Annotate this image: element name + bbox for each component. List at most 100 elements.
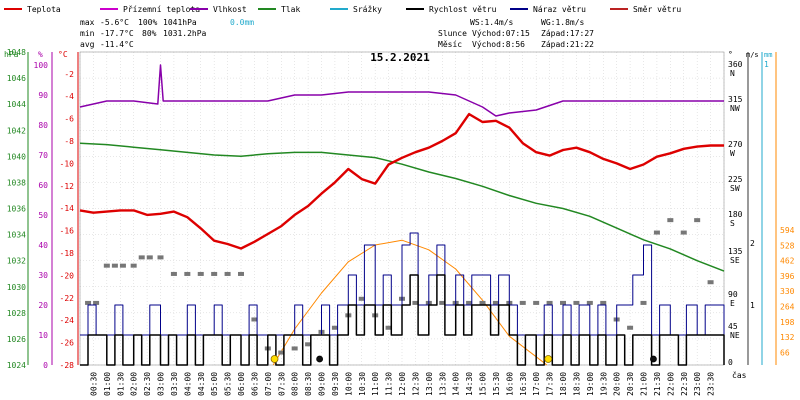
axis-pct-tick-6: 40 — [38, 241, 48, 250]
x-tick-0: 00:30 — [89, 372, 98, 396]
axis-pct-tick-8: 20 — [38, 301, 48, 310]
wind-dir-point-2 — [103, 263, 110, 268]
wind-dir-point-0 — [85, 300, 92, 305]
sunset-marker — [544, 355, 553, 363]
wind-dir-point-47 — [680, 230, 687, 235]
wind-dir-point-39 — [573, 300, 580, 305]
axis-hpa-tick-9: 1030 — [7, 283, 26, 292]
stat-min-temp: -17.7°C — [100, 29, 134, 38]
x-tick-26: 13:30 — [438, 372, 447, 396]
axis-hpa-tick-10: 1028 — [7, 309, 26, 318]
wind-dir-point-45 — [653, 230, 660, 235]
x-tick-6: 03:30 — [170, 372, 179, 396]
legend-label-humidity: Vlhkost — [213, 5, 247, 14]
axis-light-tick-7: 132 — [780, 333, 795, 342]
x-tick-38: 19:30 — [599, 372, 608, 396]
x-tick-11: 06:00 — [237, 372, 246, 396]
axis-degc-tick-3: -8 — [64, 137, 74, 146]
x-tick-15: 08:00 — [291, 372, 300, 396]
axis-pct-tick-7: 30 — [38, 271, 48, 280]
plot-area — [79, 64, 725, 366]
wind-dir-point-17 — [278, 350, 285, 355]
axis-hpa-tick-2: 1044 — [7, 100, 26, 109]
legend-label-wind: Rychlost větru — [429, 5, 497, 14]
axis-dir-label-2: W — [730, 149, 735, 158]
axis-light-tick-2: 462 — [780, 257, 795, 266]
x-tick-20: 10:30 — [358, 372, 367, 396]
axis-light-tick-4: 330 — [780, 287, 795, 296]
axis-dir-label-0: N — [730, 69, 735, 78]
x-tick-18: 09:30 — [331, 372, 340, 396]
axis-dir-tick-5: 135 — [728, 247, 743, 256]
legend-label-pressure: Tlak — [281, 5, 300, 14]
series-solar-line — [272, 239, 548, 366]
axis-hpa-tick-8: 1032 — [7, 257, 26, 266]
x-tick-37: 19:00 — [586, 372, 595, 396]
x-tick-30: 15:30 — [492, 372, 501, 396]
series-humidity-line — [79, 64, 724, 117]
axis-dir-tick-6: 90 — [728, 290, 738, 299]
axis-dir-label-6: E — [730, 299, 735, 308]
x-tick-21: 11:00 — [371, 372, 380, 396]
x-tick-5: 03:00 — [157, 372, 166, 396]
stat-moon-label: Měsíc — [438, 40, 462, 49]
axis-degc-tick-7: -16 — [60, 227, 75, 236]
axis-degc-tick-8: -18 — [60, 249, 75, 258]
axis-dir-tick-3: 225 — [728, 175, 743, 184]
series-temperature-line — [79, 112, 724, 250]
axis-dir-tick-8: 0 — [728, 358, 733, 367]
wind-dir-point-25 — [385, 325, 392, 330]
x-tick-29: 15:00 — [479, 372, 488, 396]
x-tick-25: 13:00 — [425, 372, 434, 396]
wind-dir-point-46 — [667, 218, 674, 223]
axis-dir-label-7: NE — [730, 331, 740, 340]
axis-degc-tick-6: -14 — [60, 204, 75, 213]
wind-dir-point-41 — [600, 300, 607, 305]
x-tick-45: 23:00 — [693, 372, 702, 396]
axes: hPa% °C1048104610441042104010381036103410… — [4, 48, 795, 396]
axis-mm-tick-0: 1 — [764, 60, 769, 69]
axis-degc-tick-13: -28 — [60, 361, 75, 370]
legend-label-feels: Přízemní teplota — [123, 5, 200, 14]
legend-label-temp: Teplota — [27, 5, 61, 14]
axis-hpa-tick-4: 1040 — [7, 152, 26, 161]
stat-min-press: 1031.2hPa — [163, 29, 207, 38]
axis-hpa-tick-12: 1024 — [7, 361, 26, 370]
wind-dir-point-3 — [111, 263, 118, 268]
x-tick-40: 20:30 — [626, 372, 635, 396]
stat-max-hum: 100% — [138, 18, 157, 27]
plot-frame — [79, 51, 725, 366]
axis-degc-tick-1: -4 — [64, 92, 74, 101]
stat-sun-rise: Východ:07:15 — [472, 29, 530, 38]
axis-light-tick-3: 396 — [780, 272, 795, 281]
chart-legend: Teplota Přízemní teplota Vlhkost Tlak Srážky… — [4, 5, 681, 14]
wind-dir-point-10 — [184, 271, 191, 276]
series-pressure-line — [79, 142, 725, 272]
wind-dir-point-38 — [560, 300, 566, 305]
axis-hpa-tick-1: 1046 — [7, 74, 26, 83]
legend-label-rain: Srážky — [353, 5, 382, 14]
wind-dir-point-37 — [546, 300, 553, 305]
axis-hpa-tick-3: 1042 — [7, 126, 26, 135]
x-tick-23: 12:00 — [398, 372, 407, 396]
x-tick-42: 21:30 — [653, 372, 662, 396]
axis-degc-tick-9: -20 — [60, 271, 75, 280]
stat-avg-temp: -11.4°C — [100, 40, 134, 49]
x-tick-41: 21:00 — [640, 372, 649, 396]
axis-pct-tick-5: 50 — [38, 211, 48, 220]
x-tick-31: 16:00 — [505, 372, 514, 396]
x-tick-10: 05:30 — [224, 372, 233, 396]
stat-moon-set: Západ:21:22 — [541, 40, 594, 49]
axis-pct-tick-0: 100 — [34, 61, 49, 70]
stats-block: max -5.6°C 100% 1041hPa 0.0mm min -17.7°… — [80, 18, 594, 49]
grid — [79, 51, 725, 366]
moonset-marker — [650, 355, 657, 363]
axis-light-tick-1: 528 — [780, 241, 795, 250]
axis-dir-tick-2: 270 — [728, 140, 743, 149]
x-tick-1: 01:00 — [103, 372, 112, 396]
axis-hpa-tick-6: 1036 — [7, 205, 26, 214]
series-wind-line — [80, 274, 725, 366]
wind-dir-point-43 — [627, 325, 634, 330]
x-tick-33: 17:00 — [532, 372, 541, 396]
wind-dir-point-31 — [466, 300, 473, 305]
